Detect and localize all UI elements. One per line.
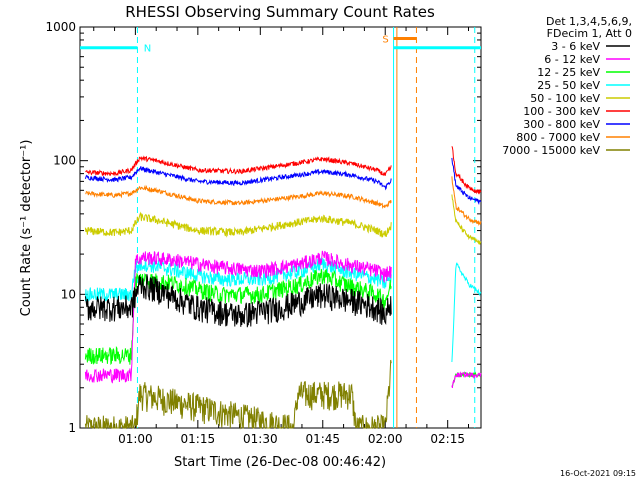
legend-entry-label: 100 - 300 keV (523, 105, 600, 118)
legend-entry-label: 3 - 6 keV (551, 40, 600, 53)
y-axis-label: Count Rate (s⁻¹ detector⁻¹) (19, 140, 34, 317)
x-tick-label: 01:15 (181, 432, 216, 446)
post-gap-series-line (451, 194, 482, 245)
series-3-6-keV-line (84, 274, 392, 328)
legend-entry-label: 800 - 7000 keV (516, 131, 600, 144)
vertical-marker-lines (136, 27, 476, 428)
x-tick-label: 02:15 (430, 432, 465, 446)
series-7000-15000-keV-line (84, 359, 392, 430)
series-800-7000-keV-line (85, 184, 392, 209)
series-6-12-keV-line (84, 250, 392, 384)
footer-date: 16-Oct-2021 09:15 (560, 469, 636, 478)
post-gap-series-line (451, 157, 482, 205)
segment-marker-label: S (382, 35, 388, 46)
series-300-800-keV-line (84, 166, 392, 191)
segment-marker-label: N (144, 44, 151, 55)
x-tick-label: 01:45 (305, 432, 340, 446)
x-tick-label: 01:00 (118, 432, 153, 446)
y-tick-label: 10 (61, 287, 76, 301)
legend-entry-label: 50 - 100 keV (530, 92, 600, 105)
legend-header: Det 1,3,4,5,6,9, (546, 15, 632, 28)
post-gap-series-line (451, 370, 482, 389)
legend: Det 1,3,4,5,6,9,FDecim 1, Att 03 - 6 keV… (502, 15, 632, 157)
segment-marker-bars: NS (80, 35, 481, 55)
y-tick-label: 1000 (45, 20, 76, 34)
series-50-100-keV-line (84, 211, 392, 238)
post-gap-series-line (451, 146, 482, 195)
legend-entry-label: 7000 - 15000 keV (502, 144, 600, 157)
post-gap-series-line (451, 262, 482, 363)
y-tick-label: 1 (68, 421, 76, 435)
legend-entry-label: 300 - 800 keV (523, 118, 600, 131)
legend-entry-label: 25 - 50 keV (537, 79, 600, 92)
series-100-300-keV-line (85, 155, 392, 177)
x-axis-label: Start Time (26-Dec-08 00:46:42) (174, 455, 386, 470)
legend-entry-label: 6 - 12 keV (544, 53, 600, 66)
x-tick-label: 01:30 (243, 432, 278, 446)
legend-header: FDecim 1, Att 0 (547, 27, 632, 40)
post-gap-series-line (451, 176, 482, 226)
series-12-25-keV-line (84, 268, 392, 366)
legend-entry-label: 12 - 25 keV (537, 66, 600, 79)
series-lines (84, 146, 482, 430)
y-tick-label: 100 (53, 154, 76, 168)
x-tick-label: 02:00 (368, 432, 403, 446)
chart-title: RHESSI Observing Summary Count Rates (125, 3, 435, 21)
